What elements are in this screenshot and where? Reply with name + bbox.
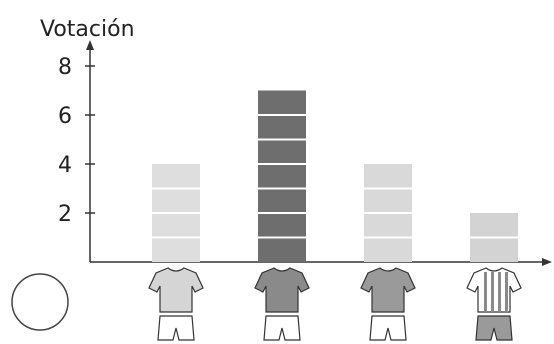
y-axis-arrow bbox=[86, 40, 94, 50]
shirt-stripe bbox=[505, 272, 508, 312]
shorts bbox=[263, 315, 301, 341]
shorts bbox=[157, 315, 195, 341]
shirt bbox=[360, 267, 416, 313]
shirt-stripe bbox=[491, 272, 494, 312]
bars bbox=[152, 90, 518, 262]
y-tick-label: 6 bbox=[58, 104, 72, 129]
shirt bbox=[254, 267, 310, 313]
x-axis-arrow bbox=[542, 258, 552, 266]
y-ticks: 2 4 6 8 bbox=[58, 55, 95, 227]
shorts bbox=[369, 315, 407, 341]
shirt-icon-striped bbox=[466, 267, 522, 341]
shirt-stripe bbox=[498, 272, 501, 312]
shirt-stripe bbox=[484, 272, 487, 312]
shirt-icon-light bbox=[148, 267, 204, 341]
jersey-icons bbox=[148, 267, 522, 341]
shirt bbox=[148, 267, 204, 313]
answer-circle[interactable] bbox=[11, 273, 69, 331]
shirt-icon-medium bbox=[360, 267, 416, 341]
y-tick-label: 8 bbox=[58, 55, 72, 80]
shirt-icon-dark bbox=[254, 267, 310, 341]
y-axis-label: Votación bbox=[40, 17, 135, 42]
bar bbox=[258, 90, 306, 262]
shorts bbox=[475, 315, 513, 341]
y-tick-label: 4 bbox=[58, 153, 72, 178]
y-tick-label: 2 bbox=[58, 202, 72, 227]
